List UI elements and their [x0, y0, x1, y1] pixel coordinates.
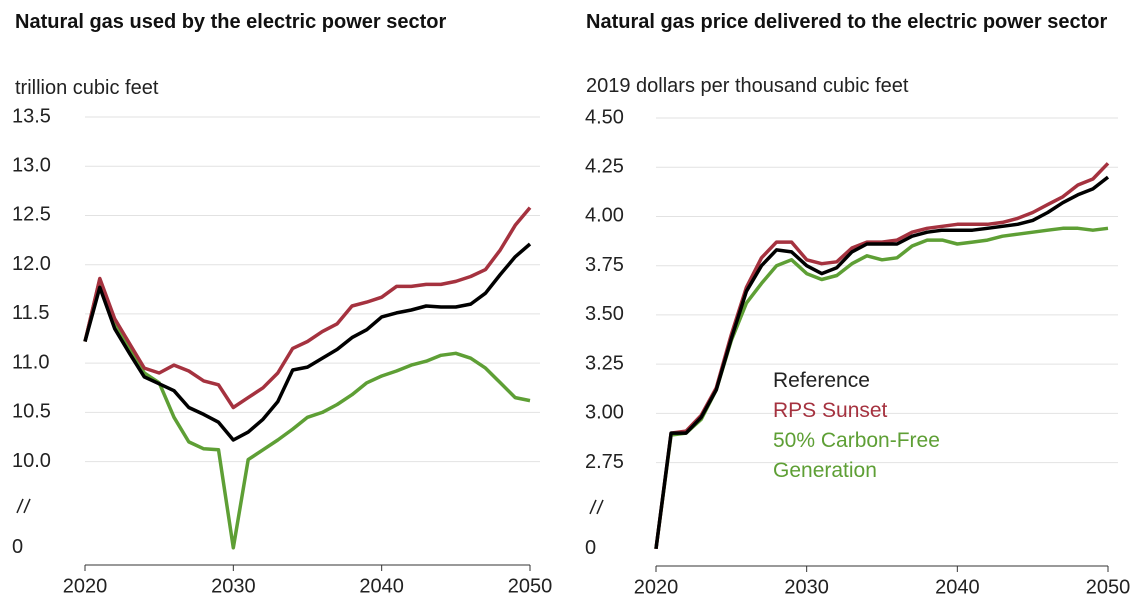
line-series — [83, 206, 532, 410]
line-series — [654, 175, 1110, 550]
y-tick-label: 4.00 — [585, 205, 624, 227]
y-tick-label: 10.0 — [12, 450, 51, 472]
x-tick-label: 2040 — [935, 576, 980, 598]
y-tick-label: 3.75 — [585, 254, 624, 276]
line-series — [83, 242, 532, 442]
axis-break — [596, 499, 604, 515]
y-tick-label: 0 — [585, 537, 596, 559]
legend: Reference RPS Sunset 50% Carbon-Free Gener… — [773, 366, 1013, 486]
y-tick-label: 2.75 — [585, 451, 624, 473]
legend-entry: 50% Carbon-Free Generation — [773, 429, 940, 482]
y-tick-label: 12.0 — [12, 253, 51, 275]
axis-break — [589, 499, 597, 515]
chart-title: Natural gas price delivered to the elect… — [586, 11, 1108, 33]
chart-subtitle: trillion cubic feet — [15, 77, 159, 99]
legend-entry: Reference — [773, 369, 870, 392]
axis-break — [23, 498, 31, 514]
y-tick-label: 4.25 — [585, 156, 624, 178]
x-tick-label: 2020 — [634, 576, 679, 598]
line-series — [654, 162, 1110, 550]
legend-entry: RPS Sunset — [773, 399, 888, 422]
y-tick-label: 3.50 — [585, 303, 624, 325]
y-tick-label: 11.0 — [12, 351, 49, 373]
y-tick-label: 13.0 — [12, 155, 51, 177]
axis-break — [16, 498, 24, 514]
x-tick-label: 2050 — [1086, 576, 1131, 598]
y-tick-label: 0 — [12, 536, 23, 558]
y-tick-label: 3.00 — [585, 402, 624, 424]
x-tick-label: 2050 — [508, 575, 553, 597]
chart-title: Natural gas used by the electric power s… — [15, 11, 447, 33]
x-tick-label: 2030 — [784, 576, 829, 598]
y-tick-label: 13.5 — [12, 105, 51, 127]
y-tick-label: 10.5 — [12, 401, 51, 423]
y-tick-label: 4.50 — [585, 106, 624, 128]
chart-subtitle: 2019 dollars per thousand cubic feet — [586, 75, 909, 97]
y-tick-label: 3.25 — [585, 352, 624, 374]
x-tick-label: 2040 — [359, 575, 404, 597]
x-tick-label: 2030 — [211, 575, 256, 597]
line-series — [83, 277, 531, 550]
y-tick-label: 12.5 — [12, 204, 51, 226]
y-tick-label: 11.5 — [12, 302, 49, 324]
x-tick-label: 2020 — [63, 575, 108, 597]
